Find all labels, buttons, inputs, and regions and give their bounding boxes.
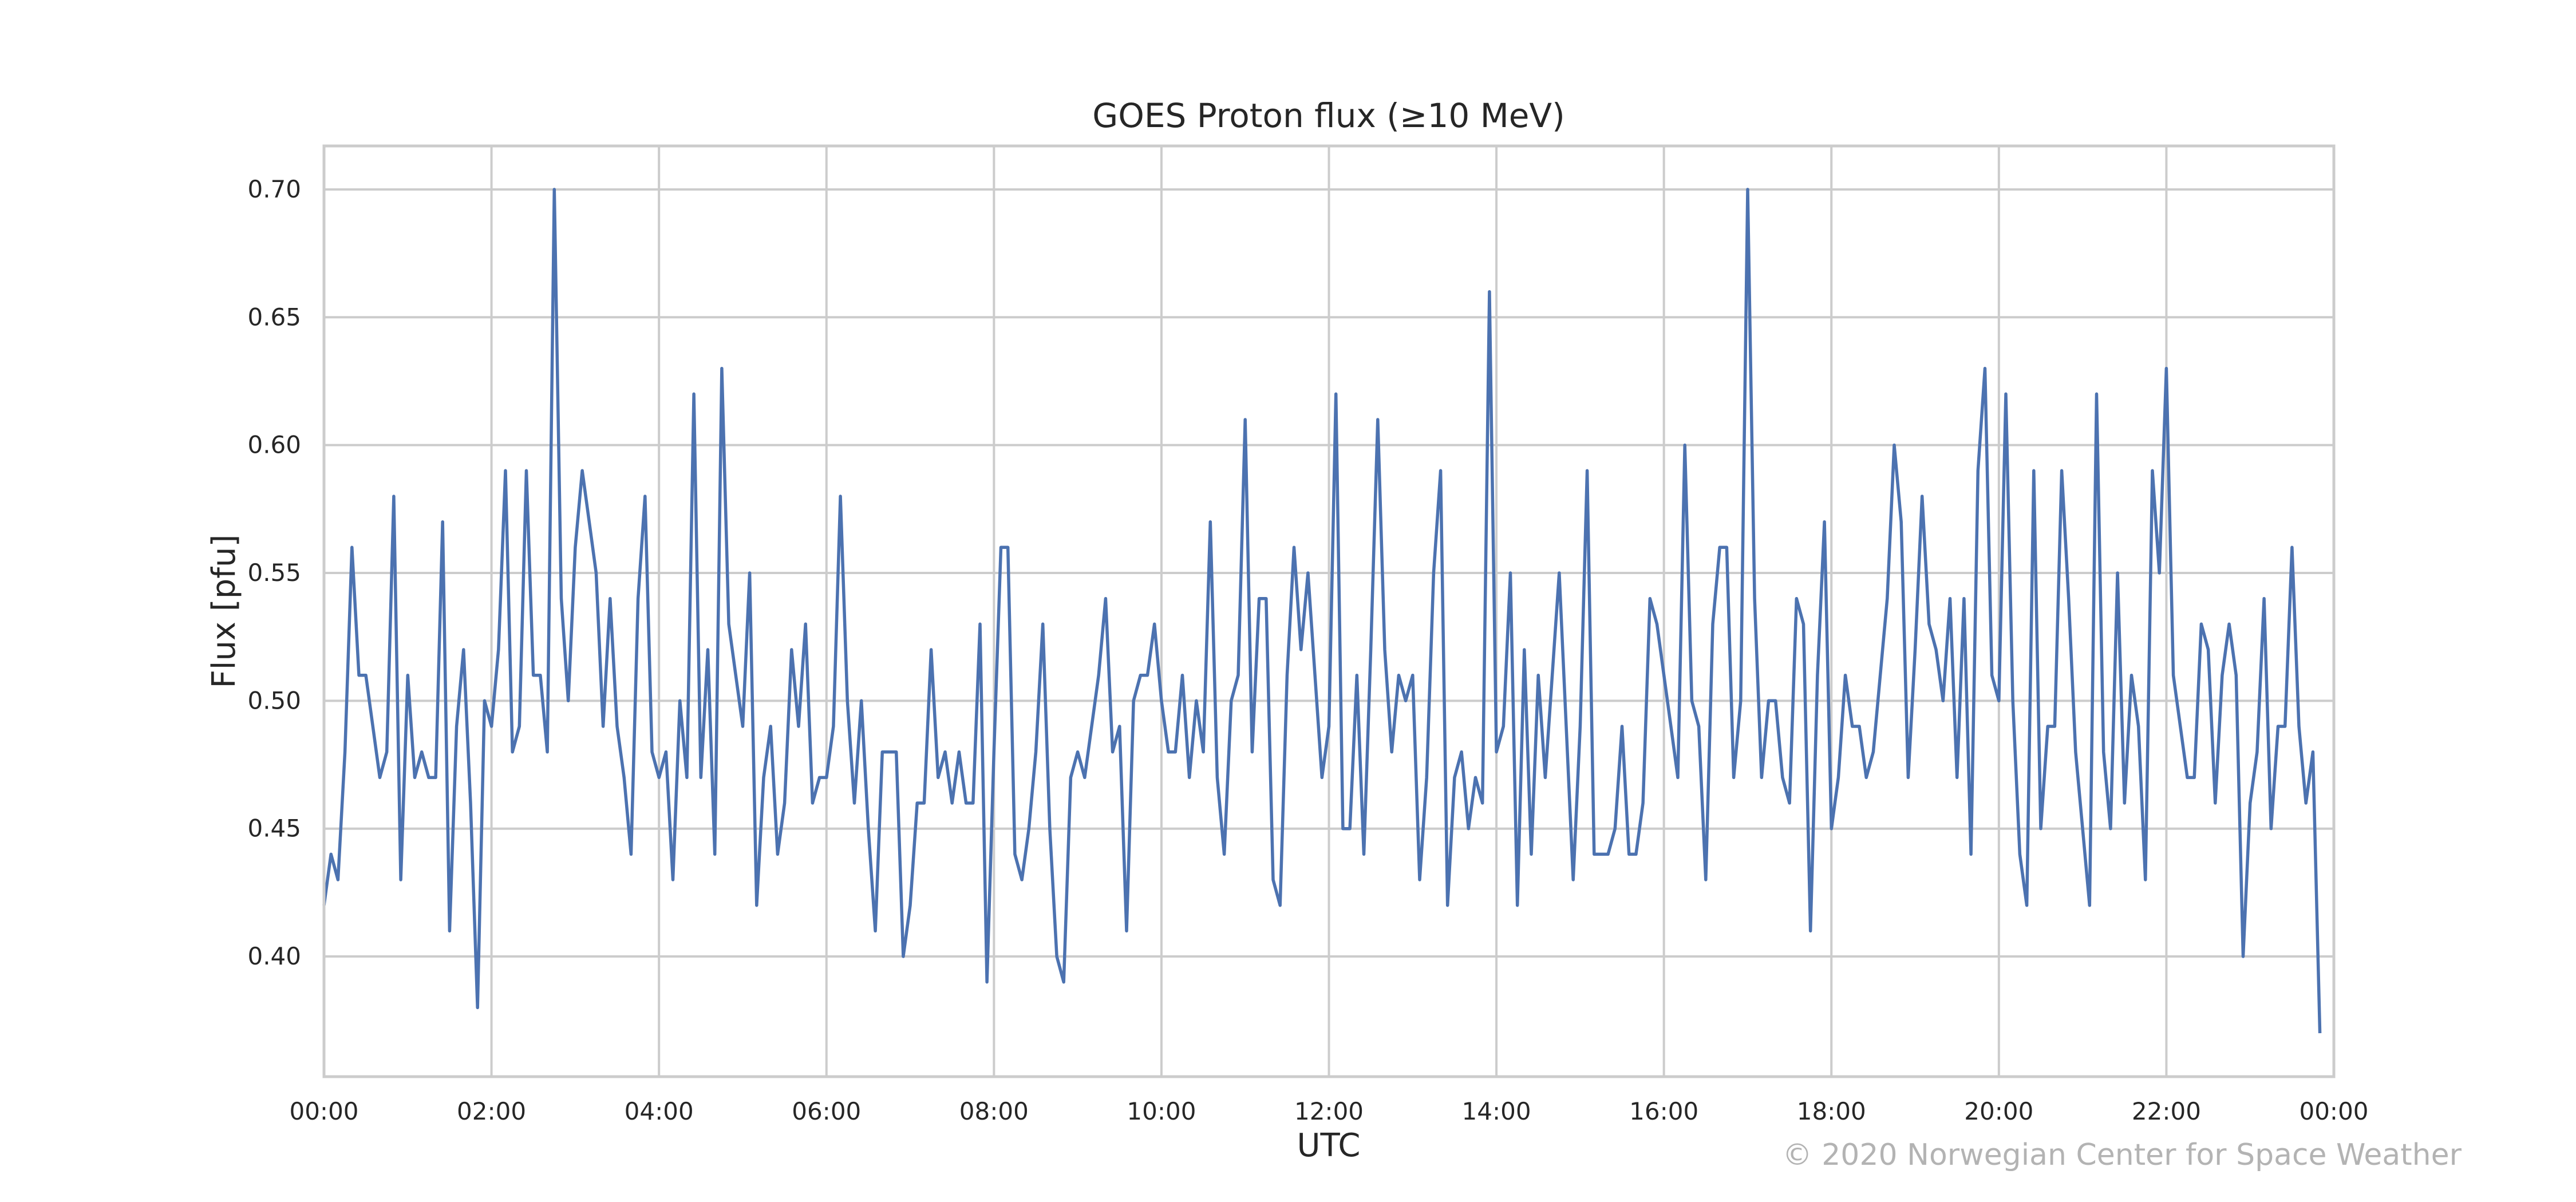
y-tick-label: 0.55	[247, 559, 301, 587]
plot-frame	[322, 144, 2336, 1078]
x-tick-label: 22:00	[2132, 1097, 2201, 1125]
copyright-text: © 2020 Norwegian Center for Space Weathe…	[1783, 1138, 2462, 1172]
x-tick-label: 02:00	[457, 1097, 526, 1125]
x-tick-label: 16:00	[1629, 1097, 1698, 1125]
x-tick-label: 12:00	[1294, 1097, 1364, 1125]
y-tick-label: 0.45	[247, 814, 301, 843]
x-tick-label: 20:00	[1964, 1097, 2033, 1125]
x-tick-label: 08:00	[959, 1097, 1029, 1125]
x-tick-label: 14:00	[1462, 1097, 1531, 1125]
x-tick-label: 00:00	[289, 1097, 358, 1125]
x-tick-labels: 00:00 02:00 04:00 06:00 08:00 10:00 12:00 14:00…	[289, 1097, 2368, 1125]
x-tick-label: 10:00	[1127, 1097, 1196, 1125]
y-tick-label: 0.60	[247, 431, 301, 459]
y-tick-label: 0.70	[247, 175, 301, 203]
series-line	[322, 188, 2322, 1034]
x-axis-label: UTC	[1297, 1127, 1360, 1164]
y-tick-label: 0.40	[247, 942, 301, 970]
y-axis-label: Flux [pfu]	[206, 535, 243, 689]
y-tick-label: 0.65	[247, 303, 301, 331]
x-tick-label: 18:00	[1797, 1097, 1866, 1125]
x-tick-label: 00:00	[2299, 1097, 2368, 1125]
x-tick-label: 04:00	[625, 1097, 694, 1125]
x-tick-label: 06:00	[792, 1097, 861, 1125]
y-tick-labels: 0.40 0.45 0.50 0.55 0.60 0.65 0.70	[247, 175, 301, 970]
y-tick-label: 0.50	[247, 686, 301, 714]
chart-title: GOES Proton flux (≥10 MeV)	[1092, 96, 1564, 135]
